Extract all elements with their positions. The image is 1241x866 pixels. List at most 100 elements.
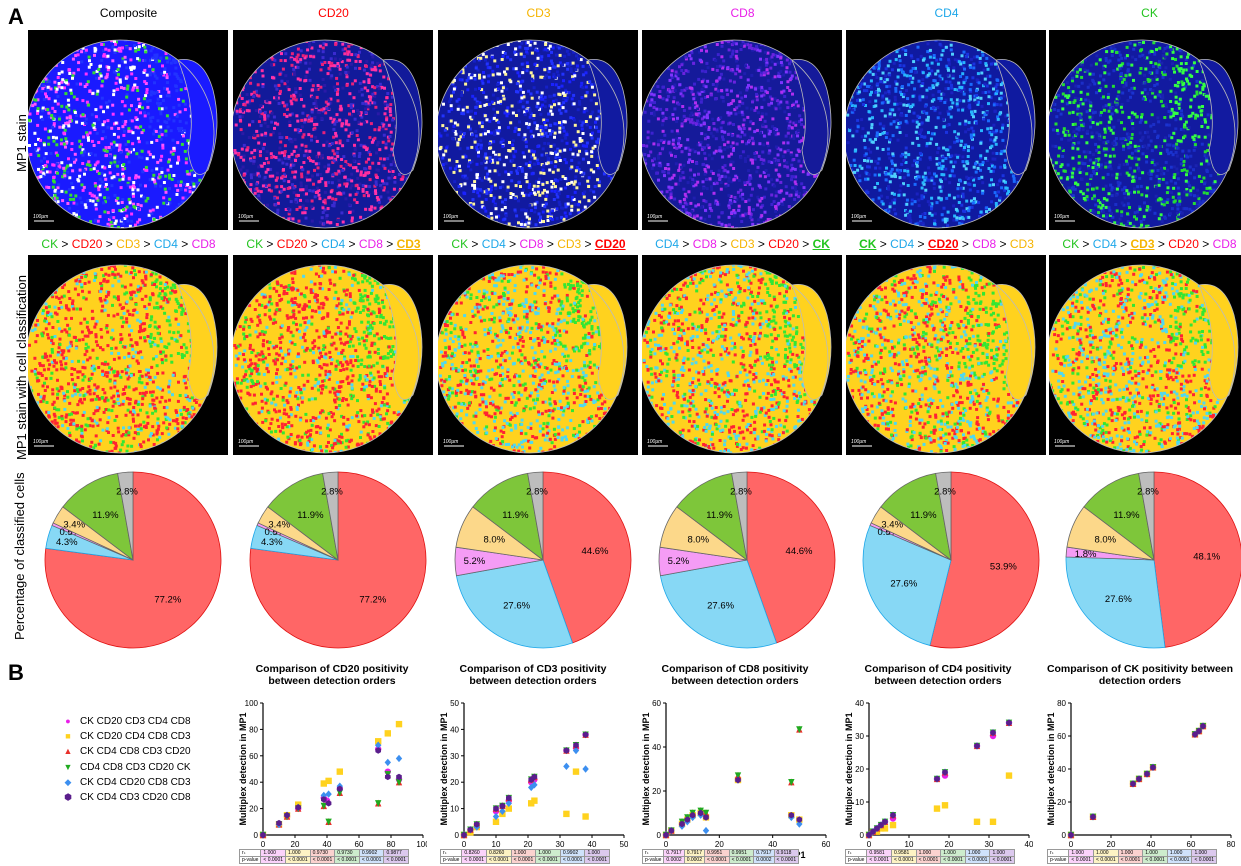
x-tick-label: 20 [291, 840, 300, 849]
pie-label-cd4: 27.6% [707, 601, 734, 612]
y-tick-label: 30 [450, 752, 459, 761]
stats-cell: < 0.0001 [965, 857, 990, 864]
order-separator: > [178, 237, 192, 251]
legend-item: ■CK CD20 CD4 CD8 CD3 [62, 729, 191, 744]
order-marker-cd8: CD8 [972, 237, 996, 251]
row-label-percentage: Percentage of classified cells [12, 472, 27, 640]
pie-label-cd20: 77.2% [359, 595, 386, 606]
order-separator: > [1079, 237, 1093, 251]
stats-cell: < 0.0001 [705, 857, 730, 864]
stats-cell: < 0.0001 [1069, 857, 1094, 864]
stats-cell: < 0.0001 [1143, 857, 1168, 864]
pie-chart-6: 48.1%27.6%1.8%8.0%11.9%2.8% [1059, 470, 1241, 650]
order-separator: > [544, 237, 558, 251]
legend-label: CK CD4 CD8 CD3 CD20 [80, 744, 191, 759]
stats-cell: < 0.0001 [774, 857, 799, 864]
x-tick-label: 40 [1147, 840, 1156, 849]
stats-cell: < 0.0001 [487, 857, 512, 864]
scatter-legend: ●CK CD20 CD3 CD4 CD8■CK CD20 CD4 CD8 CD3… [62, 714, 191, 805]
stats-cell: < 0.0001 [335, 857, 360, 864]
stats-cell: < 0.0001 [585, 857, 610, 864]
pie-label-cd20: 77.2% [154, 595, 181, 606]
order-marker-cd8: CD8 [519, 237, 543, 251]
y-tick-label: 10 [450, 805, 459, 814]
pie-label-cd3: 8.0% [1094, 535, 1116, 546]
stats-cell: 0.0002 [754, 857, 774, 864]
y-tick-label: 40 [1057, 765, 1066, 774]
stats-cell: 0.7917 [664, 850, 684, 857]
x-tick-label: 60 [355, 840, 364, 849]
detection-order-label-6: CK > CD4 > CD3 > CD20 > CD8 [1049, 237, 1241, 251]
order-separator: > [383, 237, 397, 251]
stats-cell: < 0.0001 [384, 857, 409, 864]
y-tick-label: 20 [652, 787, 661, 796]
stats-cell: 0.9730 [335, 850, 360, 857]
x-tick-label: 0 [261, 840, 266, 849]
legend-label: CK CD20 CD4 CD8 CD3 [80, 729, 191, 744]
order-marker-cd4: CD4 [1093, 237, 1117, 251]
data-point [396, 755, 402, 762]
column-header-composite: Composite [28, 6, 229, 20]
y-tick-label: 100 [245, 699, 259, 708]
pie-label-ck: 11.9% [1113, 510, 1140, 521]
column-header-cd3: CD3 [438, 6, 639, 20]
stats-cell: < 0.0001 [261, 857, 286, 864]
stats-cell: 0.7917 [684, 850, 704, 857]
y-tick-label: 0 [860, 831, 865, 840]
pie-label-other: 2.8% [934, 487, 956, 498]
order-marker-cd3: CD3 [1010, 237, 1034, 251]
classification-image-6: 100μm [1049, 255, 1241, 455]
x-tick-label: 20 [945, 840, 954, 849]
legend-item: ▼CD4 CD8 CD3 CD20 CK [62, 760, 191, 775]
stats-cell: 1.000 [536, 850, 561, 857]
stats-cell: < 0.0001 [867, 857, 892, 864]
legend-item: ●CK CD20 CD3 CD4 CD8 [62, 714, 191, 729]
stats-cell: 1.000 [1167, 850, 1192, 857]
scale-bar-label: 100μm [851, 439, 866, 445]
order-marker-cd20: CD20 [595, 237, 626, 251]
data-point [1006, 772, 1012, 778]
order-marker-cd4: CD4 [482, 237, 506, 251]
pie-label-other: 2.8% [1137, 487, 1159, 498]
pie-label-cd20: 44.6% [582, 546, 609, 557]
pie-label-other: 2.8% [116, 487, 138, 498]
legend-item: ▲CK CD4 CD8 CD3 CD20 [62, 744, 191, 759]
stats-cell: < 0.0001 [1192, 857, 1217, 864]
stats-cell: 0.0002 [664, 857, 684, 864]
x-tick-label: 60 [1187, 840, 1196, 849]
stats-cell: 1.000 [916, 850, 941, 857]
data-point [396, 721, 402, 727]
stats-cell: < 0.0001 [286, 857, 311, 864]
chart-title: Comparison of CD3 positivity between det… [438, 663, 628, 687]
chart-title: Comparison of CD8 positivity between det… [640, 663, 830, 687]
order-separator: > [959, 237, 973, 251]
stats-cell: < 0.0001 [462, 857, 487, 864]
order-marker-ck: CK [451, 237, 468, 251]
chart-title: Comparison of CD4 positivity between det… [843, 663, 1033, 687]
stats-cell: 1.000 [1069, 850, 1094, 857]
data-point [890, 822, 896, 828]
row-label-mp1-stain: MP1 stain [14, 114, 29, 172]
y-tick-label: 0 [254, 831, 259, 840]
pie-label-cd4: 27.6% [1105, 594, 1132, 605]
x-tick-label: 80 [387, 840, 396, 849]
stats-cell: < 0.0001 [941, 857, 966, 864]
x-tick-label: 60 [822, 840, 830, 849]
scale-bar-label: 100μm [647, 214, 662, 220]
stats-cell: 1.000 [990, 850, 1015, 857]
x-tick-label: 50 [620, 840, 628, 849]
column-header-ck: CK [1049, 6, 1241, 20]
circle-marker-icon: ● [62, 714, 74, 729]
order-separator: > [307, 237, 321, 251]
stain-image-cd4: 100μm [846, 30, 1046, 230]
data-point [337, 768, 343, 774]
classification-image-1: 100μm [28, 255, 228, 455]
scatter-chart-5: Comparison of CK positivity between dete… [1045, 663, 1235, 863]
order-separator: > [914, 237, 928, 251]
scatter-chart-2: Comparison of CD3 positivity between det… [438, 663, 628, 863]
stats-row-label: rₛ [441, 850, 462, 857]
legend-item: ⬢CK CD4 CD3 CD20 CD8 [62, 790, 191, 805]
x-tick-label: 0 [664, 840, 669, 849]
y-tick-label: 40 [855, 699, 864, 708]
order-separator: > [263, 237, 277, 251]
